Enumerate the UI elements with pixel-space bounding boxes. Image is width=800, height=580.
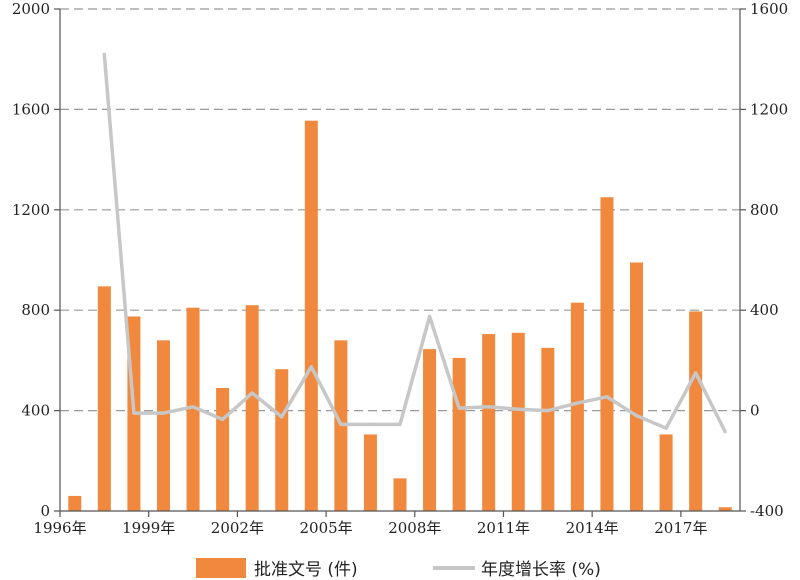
growth-rate-point	[221, 417, 225, 421]
left-tick-label: 800	[21, 301, 50, 319]
x-tick-label: 1999年	[122, 519, 175, 537]
growth-rate-point	[634, 414, 639, 418]
growth-rate-point	[457, 406, 461, 410]
bar	[275, 369, 289, 511]
bar	[68, 495, 82, 511]
growth-rate-point	[605, 395, 609, 399]
growth-rate-point	[694, 371, 698, 375]
growth-rate-point	[723, 430, 727, 434]
growth-rate-point	[368, 422, 373, 427]
right-tick-label: -400	[750, 502, 784, 520]
x-tick-label: 2017年	[654, 519, 707, 537]
growth-rate-point	[516, 407, 520, 411]
bar	[482, 334, 496, 511]
x-tick-label: 2011年	[477, 519, 530, 537]
left-tick-label: 400	[21, 402, 50, 420]
growth-rate-point	[398, 422, 402, 427]
bar	[216, 388, 230, 511]
bar	[156, 340, 170, 511]
x-tick-label: 2005年	[299, 519, 352, 537]
tick-labels: 0 400 800 1200 1600 2000 -400 0 400 800 1200 1600 19…	[12, 0, 788, 537]
growth-rate-point	[280, 415, 284, 419]
growth-rate-point	[546, 409, 550, 413]
left-tick-label: 2000	[12, 0, 50, 18]
bar	[600, 197, 614, 511]
growth-rate-point	[250, 391, 254, 395]
bar	[659, 434, 673, 511]
bar	[570, 302, 584, 511]
bar	[718, 507, 732, 511]
left-tick-label: 1600	[12, 100, 50, 118]
growth-rate-point	[161, 411, 166, 415]
axes	[54, 8, 746, 517]
bar	[541, 347, 555, 511]
bar	[452, 357, 466, 511]
bar	[304, 120, 318, 511]
growth-rate-point	[487, 405, 491, 409]
x-tick-label: 2002年	[211, 519, 264, 537]
growth-rate-line	[102, 54, 727, 433]
right-tick-label: 400	[750, 301, 779, 319]
growth-rate-point	[664, 426, 668, 430]
legend: 批准文号 (件) 年度增长率 (%)	[196, 558, 601, 580]
growth-rate-point	[339, 422, 343, 427]
bar	[630, 262, 644, 511]
x-tick-label: 1996年	[33, 519, 86, 537]
right-tick-label: 800	[750, 201, 779, 219]
bar	[393, 478, 407, 511]
bar	[245, 305, 259, 511]
growth-rate-point	[132, 411, 136, 415]
growth-rate-point	[191, 405, 195, 409]
bar	[363, 434, 377, 511]
right-tick-label: 0	[750, 402, 760, 420]
bar	[423, 349, 437, 511]
right-tick-label: 1200	[750, 100, 788, 118]
left-tick-label: 0	[40, 502, 50, 520]
left-tick-label: 1200	[12, 201, 50, 219]
bar	[689, 311, 703, 511]
growth-rate-point	[309, 365, 313, 369]
x-tick-label: 2008年	[388, 519, 441, 537]
growth-rate-point	[575, 401, 579, 405]
x-tick-label: 2014年	[566, 519, 619, 537]
bar	[511, 332, 525, 511]
bar-series	[68, 120, 732, 511]
legend-line-label: 年度增长率 (%)	[481, 560, 601, 580]
legend-bar-swatch	[196, 558, 246, 578]
legend-bar-label: 批准文号 (件)	[254, 560, 358, 580]
bar	[186, 307, 200, 511]
growth-rate-point	[102, 52, 106, 56]
line-series	[102, 52, 727, 434]
right-tick-label: 1600	[750, 0, 788, 18]
bar	[97, 286, 111, 511]
growth-rate-point	[427, 314, 432, 319]
